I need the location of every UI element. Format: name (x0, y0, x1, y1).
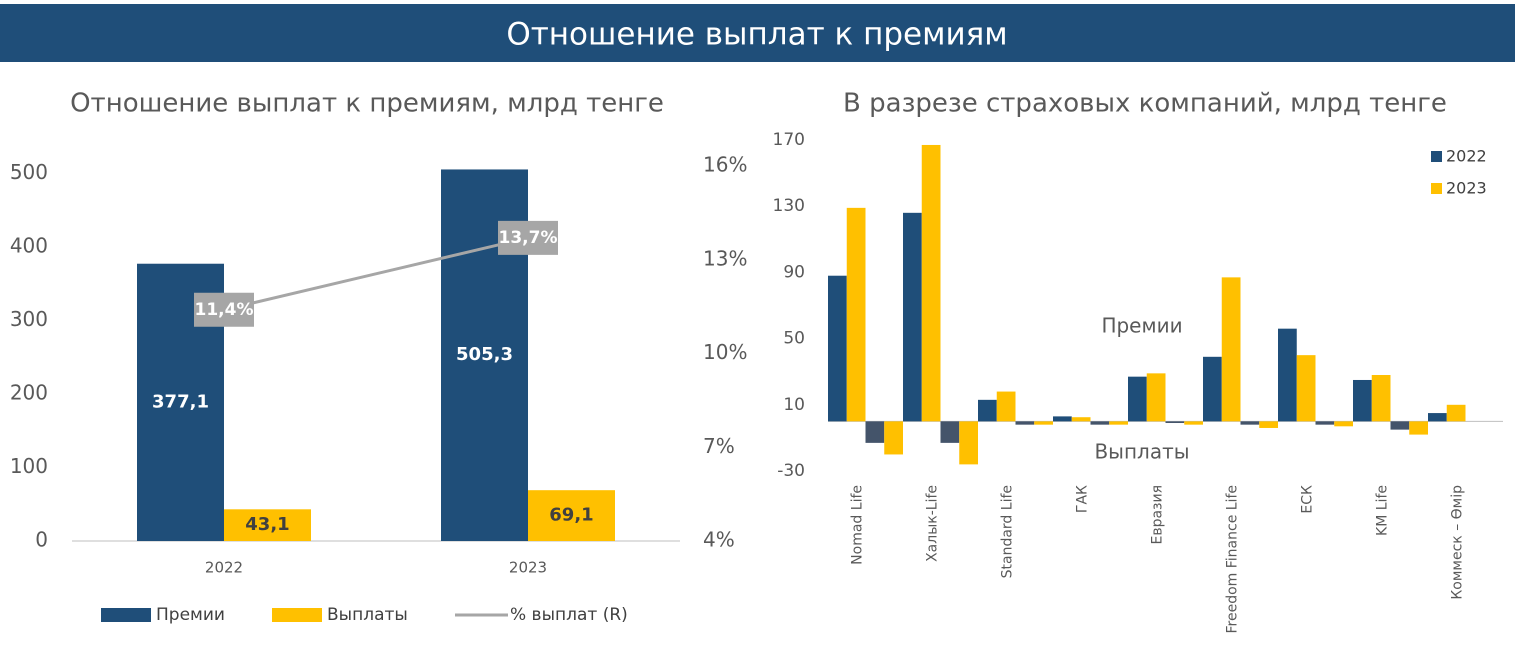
legend-swatch (1431, 183, 1442, 194)
bar (1221, 277, 1241, 422)
bar (1278, 328, 1297, 422)
bar (959, 421, 978, 465)
legend-swatch (1431, 151, 1442, 162)
data-label: 43,1 (245, 514, 289, 535)
data-label: 505,3 (456, 344, 513, 365)
data-label: 377,1 (152, 391, 209, 412)
bar (1296, 355, 1316, 422)
legend-label: 2023 (1446, 179, 1487, 198)
y-tick-label: 400 (10, 233, 48, 257)
bar (1371, 375, 1391, 422)
annotation: Выплаты (1094, 440, 1189, 464)
legend-label: Выплаты (327, 605, 408, 625)
data-label: 69,1 (549, 505, 593, 526)
x-tick-label: ГАК (1075, 485, 1091, 513)
legend-label: % выплат (R) (510, 605, 628, 625)
bar (903, 212, 922, 422)
bar (1334, 421, 1353, 427)
bar (921, 144, 941, 422)
bar (224, 509, 311, 541)
x-tick-label: Халык-Life (925, 485, 941, 562)
bar (528, 490, 615, 541)
bar (1146, 373, 1166, 422)
y-tick-label: 130 (773, 196, 805, 216)
y-tick-label: 100 (10, 454, 48, 478)
chart-title: Отношение выплат к премиям, млрд тенге (70, 89, 664, 119)
bar (1184, 421, 1203, 425)
x-tick-label: Коммеск – Өмір (1450, 485, 1466, 600)
y2-tick-label: 10% (703, 340, 747, 364)
label-box (194, 292, 254, 327)
legend-label: 2022 (1446, 147, 1487, 166)
y-tick-label: -30 (777, 461, 805, 481)
bar (940, 421, 960, 443)
x-tick-label: Nomad Life (850, 485, 866, 565)
bar (884, 421, 903, 455)
bar (1015, 421, 1035, 425)
bar (1203, 356, 1222, 422)
bar (1071, 417, 1091, 422)
header-title: Отношение выплат к премиям (506, 17, 1007, 53)
bar (996, 391, 1016, 422)
x-tick-label: KM Life (1375, 485, 1391, 536)
y-tick-label: 500 (10, 160, 48, 184)
x-tick-label: 2022 (205, 559, 243, 577)
bar (865, 421, 885, 443)
annotation: Премии (1101, 314, 1182, 338)
bar (1259, 421, 1278, 428)
y2-tick-label: 16% (703, 153, 747, 177)
bar (1240, 421, 1260, 425)
bar (846, 207, 866, 422)
data-label: 13,7% (499, 228, 558, 248)
bar (1109, 421, 1128, 425)
bar (1053, 416, 1072, 422)
y2-tick-label: 13% (703, 246, 747, 270)
x-tick-label: Standard Life (1000, 485, 1016, 578)
x-tick-label: Евразия (1150, 485, 1166, 545)
label-box (498, 220, 558, 255)
x-tick-label: 2023 (509, 559, 547, 577)
bar (1128, 376, 1147, 422)
data-label: 11,4% (195, 300, 254, 320)
legend-label: Премии (156, 605, 225, 625)
bar (1390, 421, 1410, 430)
y-tick-label: 0 (35, 528, 48, 552)
x-tick-label: Freedom Finance Life (1225, 485, 1241, 634)
y2-tick-label: 4% (703, 528, 735, 552)
bar (1034, 421, 1053, 425)
legend-swatch (272, 608, 322, 622)
bar (1315, 421, 1335, 425)
bar (978, 399, 997, 422)
y-tick-label: 50 (783, 329, 805, 349)
y-tick-label: 90 (783, 262, 805, 282)
header-band (0, 4, 1515, 62)
bar (1446, 404, 1466, 422)
bar (1090, 421, 1110, 425)
y-tick-label: 170 (773, 130, 805, 150)
y-tick-label: 300 (10, 307, 48, 331)
bar (1165, 421, 1185, 424)
chart-title: В разрезе страховых компаний, млрд тенге (843, 89, 1447, 119)
bar (1428, 413, 1447, 422)
bar (1353, 379, 1372, 422)
y-tick-label: 10 (783, 395, 805, 415)
line (223, 236, 529, 312)
bar (828, 275, 847, 422)
y-tick-label: 200 (10, 380, 48, 404)
bar (1409, 421, 1428, 435)
y2-tick-label: 7% (703, 434, 735, 458)
legend-swatch (101, 608, 151, 622)
x-tick-label: ЕСК (1300, 485, 1316, 514)
